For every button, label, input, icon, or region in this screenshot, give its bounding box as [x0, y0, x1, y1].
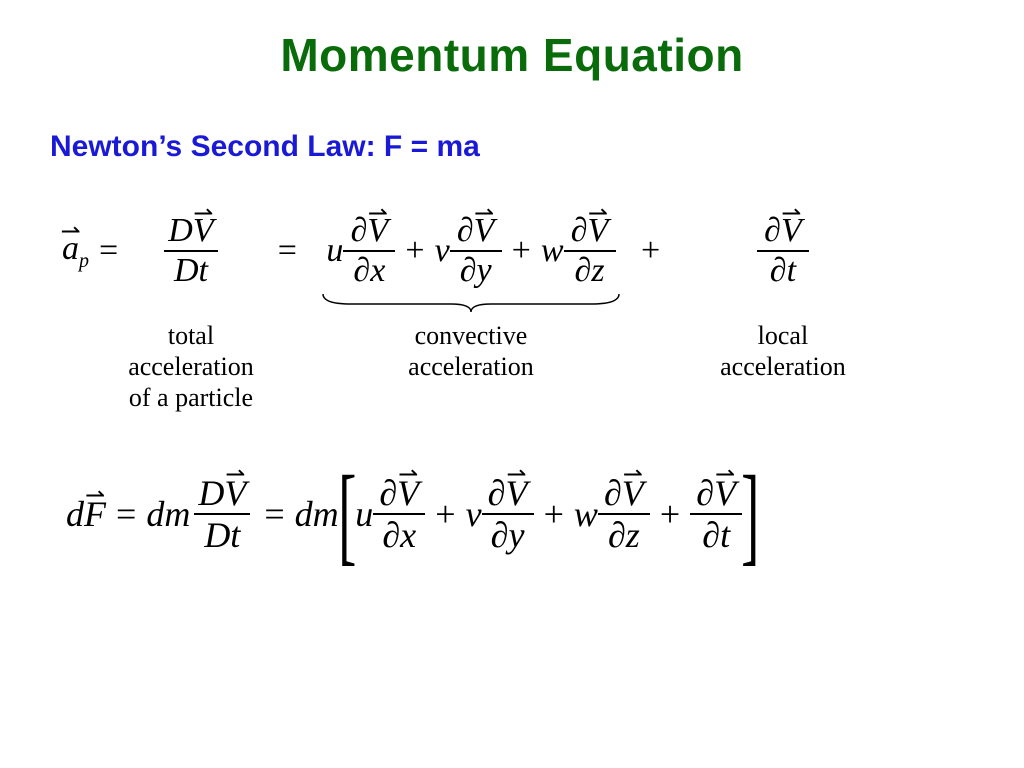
dm-2: dm [295, 496, 339, 532]
convective-accel-label: convective acceleration [408, 320, 534, 382]
equation-material-derivative: ⇀ap = D⇀V Dt total acceleration of a par… [62, 210, 846, 414]
lhs-ap: ⇀ap = [62, 210, 128, 292]
equation-force-differential: d⇀F = dm D⇀V Dt = dm [ u ∂⇀V∂x + v ∂⇀V∂y… [66, 470, 759, 558]
coef-w: w [541, 234, 564, 268]
slide-subtitle: Newton’s Second Law: F = ma [50, 130, 480, 164]
local-accel-label: local acceleration [720, 320, 846, 382]
underbrace-icon [321, 292, 621, 314]
slide-title: Momentum Equation [0, 28, 1024, 82]
slide: Momentum Equation Newton’s Second Law: F… [0, 0, 1024, 768]
eq2-coef-v: v [466, 496, 482, 532]
right-bracket-icon: ] [741, 470, 759, 558]
left-bracket-icon: [ [338, 470, 356, 558]
local-acceleration-term: ∂⇀V∂t local acceleration [720, 210, 846, 382]
total-acceleration-term: D⇀V Dt total acceleration of a particle [128, 210, 254, 414]
total-accel-label: total acceleration of a particle [128, 320, 254, 414]
eq2-coef-w: w [574, 496, 598, 532]
coef-u: u [326, 234, 343, 268]
dm-1: dm [146, 496, 190, 532]
material-derivative-fraction: D⇀V Dt [164, 212, 217, 290]
eq2-coef-u: u [355, 496, 373, 532]
coef-v: v [435, 234, 450, 268]
convective-acceleration-group: u ∂⇀V∂x + v ∂⇀V∂y + w ∂⇀V∂z convective a… [321, 210, 621, 382]
lhs-subscript: p [79, 249, 89, 271]
